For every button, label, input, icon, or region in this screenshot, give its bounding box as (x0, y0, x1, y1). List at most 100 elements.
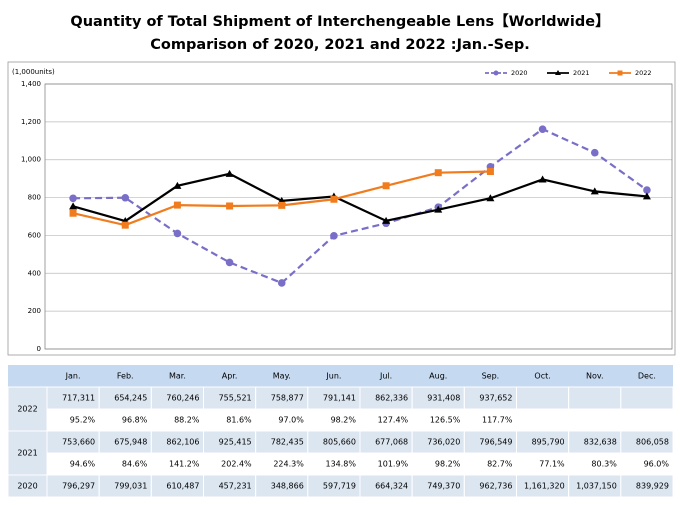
table-cell (568, 408, 622, 432)
table-value: 224.3% (273, 460, 304, 469)
plot-area (44, 83, 673, 350)
table-value: 127.4% (378, 416, 409, 425)
table-value: 832,638 (584, 438, 617, 447)
legend-label: 2021 (573, 69, 590, 77)
table-value: 799,031 (114, 482, 147, 491)
table-value: 1,037,150 (576, 482, 617, 491)
table-cell (568, 386, 622, 410)
row-label: 2021 (17, 449, 37, 458)
table-value: 753,660 (62, 438, 95, 447)
point (69, 202, 78, 210)
table-value: 806,058 (636, 438, 669, 447)
table-value: 610,487 (166, 482, 199, 491)
table-header: Jan. (65, 372, 81, 381)
point (121, 193, 130, 202)
table-value: 457,231 (219, 482, 252, 491)
table-cell (620, 474, 674, 498)
table-header: Dec. (638, 372, 656, 381)
table-value: 654,245 (114, 394, 147, 403)
point (225, 169, 234, 177)
table-header: Sep. (482, 372, 500, 381)
table-header: Oct. (534, 372, 550, 381)
table-value: 862,336 (375, 394, 408, 403)
table-header: Mar. (169, 372, 186, 381)
point (69, 209, 77, 217)
y-tick-label: 600 (28, 231, 41, 239)
table-value: 101.9% (378, 460, 409, 469)
table-value: 782,435 (271, 438, 304, 447)
point (330, 195, 338, 203)
table-value: 931,408 (427, 394, 460, 403)
legend-label: 2022 (635, 69, 652, 77)
point (226, 202, 234, 210)
legend-marker (493, 70, 499, 76)
table-value: 95.2% (70, 416, 96, 425)
point (538, 175, 547, 183)
point (590, 148, 599, 157)
table-value: 97.0% (278, 416, 304, 425)
table-value: 805,660 (323, 438, 356, 447)
table-header: May. (273, 372, 291, 381)
point (121, 221, 129, 229)
table-value: 81.6% (226, 416, 252, 425)
table-header: Aug. (429, 372, 447, 381)
y-tick-label: 1,000 (21, 156, 41, 164)
table-value: 839,929 (636, 482, 669, 491)
table-value: 677,068 (375, 438, 408, 447)
table-value: 82.7% (487, 460, 513, 469)
table-value: 862,106 (166, 438, 199, 447)
table-value: 98.2% (331, 416, 357, 425)
point (278, 201, 286, 209)
y-tick-label: 400 (28, 269, 41, 277)
table-value: 796,549 (479, 438, 512, 447)
series-line (73, 127, 648, 285)
table-value: 96.0% (644, 460, 670, 469)
table-header: Jul. (379, 372, 392, 381)
table-header: Feb. (117, 372, 134, 381)
point (486, 168, 494, 176)
table-value: 717,311 (62, 394, 95, 403)
table-value: 1,161,320 (524, 482, 565, 491)
table-value: 749,370 (427, 482, 460, 491)
y-tick-label: 200 (28, 307, 41, 315)
table-cell (516, 408, 570, 432)
point (277, 279, 286, 287)
point (330, 232, 338, 240)
series-line (72, 172, 648, 223)
point (434, 205, 443, 213)
row-label: 2022 (17, 405, 37, 414)
table-value: 117.7% (482, 416, 513, 425)
table-value: 134.8% (325, 460, 356, 469)
table-value: 141.2% (169, 460, 200, 469)
table-value: 96.8% (122, 416, 148, 425)
table-value: 664,324 (375, 482, 408, 491)
point (486, 194, 495, 202)
point (69, 194, 77, 203)
table-value: 348,866 (271, 482, 304, 491)
table-header-bg (8, 365, 673, 387)
legend-marker (555, 70, 561, 75)
legend-marker (617, 70, 623, 76)
table-header: Apr. (222, 372, 238, 381)
table-value: 791,141 (323, 394, 356, 403)
table-cell (620, 386, 674, 410)
table-value: 94.6% (70, 460, 96, 469)
table-value: 80.3% (591, 460, 617, 469)
y-tick-label: 0 (37, 345, 41, 353)
chart-frame (7, 61, 676, 356)
table-value: 925,415 (219, 438, 252, 447)
point (434, 169, 442, 177)
table-value: 937,652 (479, 394, 512, 403)
legend-label: 2020 (511, 69, 528, 77)
table-value: 77.1% (539, 460, 565, 469)
table-value: 760,246 (166, 394, 199, 403)
table-header: Nov. (586, 372, 604, 381)
y-tick-label: 1,200 (21, 118, 41, 126)
table-value: 895,790 (532, 438, 565, 447)
point (382, 216, 391, 224)
chart-subtitle: Comparison of 2020, 2021 and 2022 :Jan.-… (150, 37, 530, 53)
table-value: 84.6% (122, 460, 148, 469)
chart-title: Quantity of Total Shipment of Intercheng… (70, 13, 609, 30)
table-header: Jun. (325, 372, 341, 381)
